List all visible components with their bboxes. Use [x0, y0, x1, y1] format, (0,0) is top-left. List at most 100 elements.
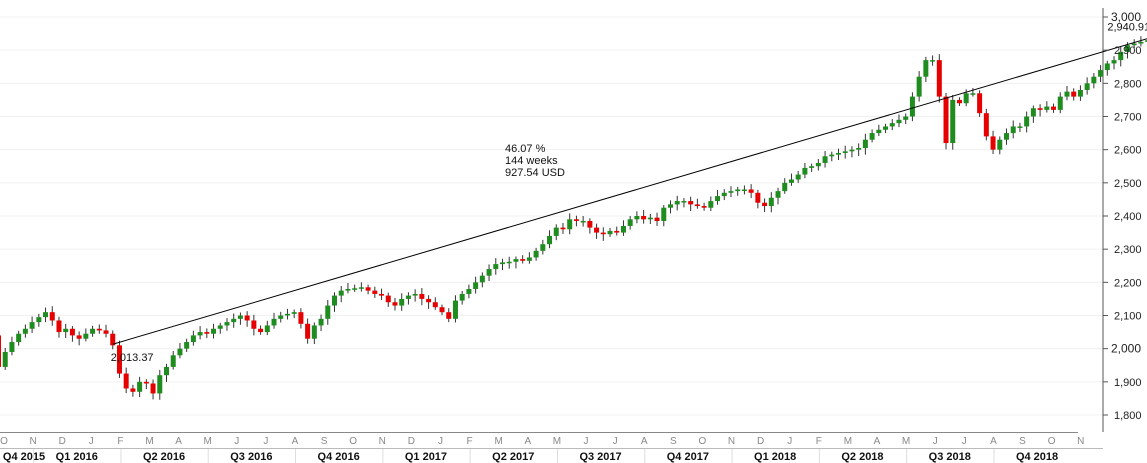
candle-down: [244, 315, 250, 321]
quarter-label: Q3 2017: [579, 451, 621, 463]
quarter-label: Q2 2017: [492, 451, 534, 463]
candle-up: [29, 322, 35, 329]
candle-up: [157, 375, 163, 394]
month-label: O: [349, 436, 357, 447]
candle-down: [143, 381, 149, 384]
y-axis: 3,000 2,900 2,800 2,700 2,600 2,500 2,400 2,300…: [1103, 10, 1142, 422]
candle-down: [103, 330, 109, 334]
candle-up: [1057, 96, 1063, 110]
y-tick-label: 2,200: [1114, 277, 1142, 289]
candle-down: [755, 192, 761, 203]
month-label: J: [787, 436, 792, 447]
candle-down: [614, 230, 620, 233]
candle-up: [842, 151, 848, 153]
y-tick-label: 2,800: [1114, 78, 1142, 90]
candle-up: [2, 351, 8, 367]
candle-down: [956, 99, 962, 104]
trendline-end-label: 2,940.91: [1107, 22, 1147, 34]
candle-up: [16, 333, 22, 343]
candle-down: [150, 383, 156, 394]
month-label: J: [962, 436, 967, 447]
candle-up: [836, 152, 841, 155]
month-label: N: [728, 436, 735, 447]
candle-up: [513, 259, 519, 262]
candle-up: [190, 335, 196, 343]
candle-down: [977, 93, 983, 114]
candle-down: [654, 217, 660, 221]
candle-down: [560, 227, 566, 230]
trendline: [112, 38, 1147, 345]
candles: [0, 36, 1147, 400]
candle-up: [1104, 63, 1110, 71]
y-tick-label: 2,600: [1114, 145, 1142, 157]
month-label: J: [89, 436, 94, 447]
candle-up: [345, 288, 351, 291]
candle-up: [399, 298, 405, 306]
quarter-label: Q1 2016: [56, 451, 98, 463]
candle-up: [486, 269, 492, 276]
candle-up: [358, 287, 364, 289]
candle-down: [1071, 91, 1077, 97]
month-label: A: [292, 436, 299, 447]
candle-up: [473, 282, 479, 289]
month-label: D: [59, 436, 66, 447]
candle-up: [197, 332, 203, 336]
quarter-label: Q4 2018: [1016, 451, 1058, 463]
y-tick-label: 1,900: [1114, 377, 1142, 389]
candle-up: [1004, 133, 1009, 140]
candle-down: [936, 60, 942, 97]
candle-down: [56, 320, 62, 333]
y-tick-label: 2,700: [1114, 112, 1142, 124]
month-label: J: [263, 436, 268, 447]
candle-up: [930, 60, 936, 62]
y-tick-label: 2,900: [1114, 45, 1142, 57]
candle-up: [1077, 89, 1083, 97]
candle-up: [1091, 76, 1097, 84]
candle-down: [426, 298, 432, 303]
candle-down: [123, 373, 129, 389]
candle-down: [439, 307, 445, 313]
candle-up: [883, 126, 889, 130]
candle-up: [809, 166, 815, 168]
candle-up: [856, 148, 862, 150]
candle-up: [311, 325, 317, 339]
candle-up: [788, 179, 794, 183]
month-label: A: [641, 436, 648, 447]
candle-down: [385, 295, 391, 303]
month-label: A: [175, 436, 182, 447]
candle-down: [96, 328, 102, 331]
month-label: J: [584, 436, 589, 447]
candle-up: [681, 201, 687, 203]
candle-down: [1037, 108, 1043, 110]
candle-down: [69, 328, 75, 336]
y-tick-label: 1,800: [1114, 410, 1142, 422]
month-label: J: [438, 436, 443, 447]
candle-down: [116, 345, 122, 374]
candle-up: [1017, 126, 1023, 128]
quarter-label: Q4 2015: [3, 451, 45, 463]
candle-up: [271, 318, 277, 326]
candle-up: [43, 312, 49, 318]
candle-up: [903, 116, 909, 120]
candle-up: [1064, 91, 1070, 97]
candle-down: [446, 312, 452, 319]
candle-up: [829, 154, 835, 157]
month-label: N: [29, 436, 36, 447]
candle-down: [694, 204, 700, 207]
candle-up: [500, 262, 505, 265]
candle-up: [627, 219, 633, 226]
candle-down: [1051, 106, 1057, 110]
candle-up: [668, 204, 673, 208]
candle-up: [412, 293, 418, 296]
candle-up: [997, 139, 1003, 150]
candle-down: [298, 312, 304, 324]
candle-up: [164, 366, 169, 376]
candle-up: [1124, 45, 1130, 52]
candle-up: [715, 196, 721, 202]
candle-up: [950, 99, 956, 144]
month-label: A: [874, 436, 881, 447]
candle-up: [526, 257, 532, 261]
candle-down: [305, 323, 311, 339]
candle-up: [264, 325, 270, 333]
